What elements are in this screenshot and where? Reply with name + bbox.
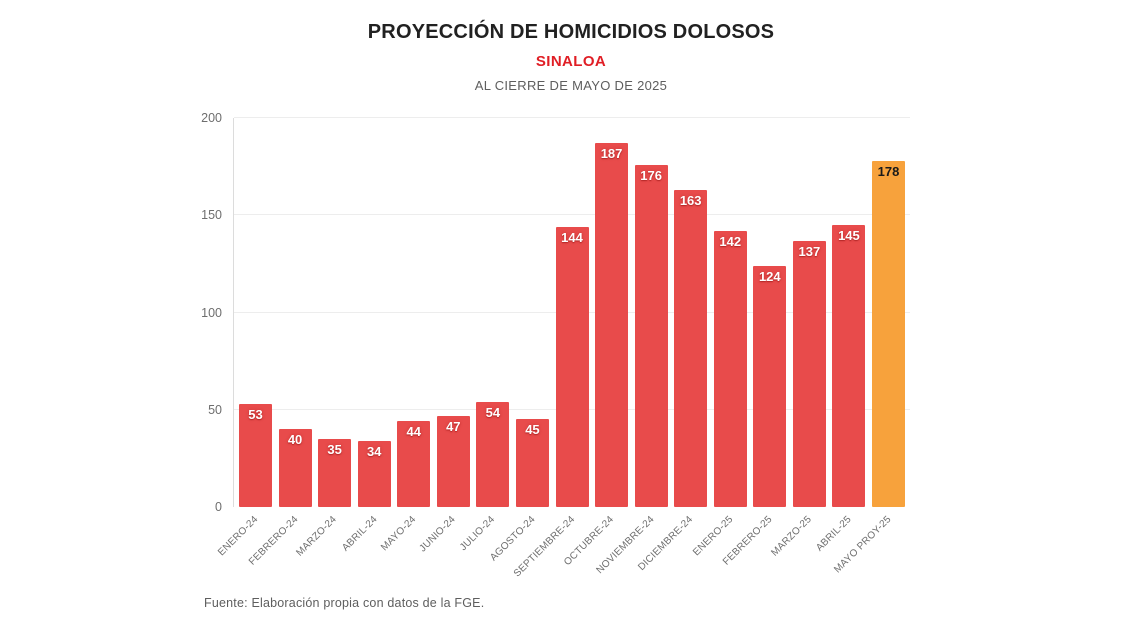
y-tick-label-150: 150	[201, 208, 222, 223]
x-tick-label-noviembre-24: NOVIEMBRE-24	[594, 514, 657, 577]
bar-septiembre-24: 144	[555, 226, 589, 507]
x-tick-label-febrero-25: FEBRERO-25	[720, 514, 775, 568]
bar-value-label: 47	[446, 418, 461, 434]
source-note: Fuente: Elaboración propia con datos de …	[204, 596, 485, 610]
bar-value-label: 44	[406, 424, 421, 440]
x-tick-label-enero-25: ENERO-25	[690, 514, 736, 559]
bar-abril-25: 145	[832, 224, 866, 507]
x-tick-label-diciembre-24: DICIEMBRE-24	[636, 514, 696, 573]
bar-value-label: 124	[758, 268, 781, 284]
bar-febrero-25: 124	[753, 265, 787, 507]
x-tick-label-abril-24: ABRIL-24	[339, 514, 380, 554]
x-tick-label-agosto-24: AGOSTO-24	[487, 514, 538, 564]
bar-value-label: 178	[877, 163, 900, 179]
y-axis: 0 50 100 150 200	[150, 111, 222, 514]
bar-value-label: 145	[838, 227, 860, 243]
bar-marzo-24: 35	[318, 438, 352, 507]
bar-junio-24: 47	[436, 415, 470, 507]
bar-value-label: 137	[798, 243, 821, 259]
x-tick-label-julio-24: JULIO-24	[458, 514, 498, 554]
x-tick-label-octubre-24: OCTUBRE-24	[562, 514, 617, 568]
x-tick-label-mayo-24: MAYO-24	[378, 514, 419, 554]
y-tick-label-200: 200	[201, 111, 222, 125]
bar-octubre-24: 187	[595, 143, 629, 507]
y-tick-label-0: 0	[215, 500, 222, 514]
x-tick-label-abril-25: ABRIL-25	[813, 514, 854, 554]
bars-container: 53 40 35 34 44 47 54 45 144 187 176 163 142 124 137 145…	[234, 118, 910, 507]
chart-title: PROYECCIÓN DE HOMICIDIOS DOLOSOS	[367, 21, 775, 43]
bar-value-label: 144	[561, 229, 583, 245]
gridline-200	[234, 117, 910, 118]
bar-julio-24: 54	[476, 401, 510, 507]
x-tick-label-septiembre-24: SEPTIEMBRE-24	[511, 514, 578, 580]
chart-subtitle: SINALOA	[535, 53, 607, 70]
x-tick-label-enero-24: ENERO-24	[215, 514, 261, 559]
bar-value-label: 40	[287, 432, 303, 448]
y-tick-label-100: 100	[201, 305, 222, 320]
x-tick-label-mayo-proy-25: MAYO PROY-25	[831, 514, 894, 576]
gridline-150	[234, 214, 910, 216]
x-tick-label-junio-24: JUNIO-24	[417, 514, 459, 555]
chart-header: PROYECCIÓN DE HOMICIDIOS DOLOSOS SINALOA…	[233, 0, 909, 93]
bar-value-label: 142	[719, 233, 742, 249]
bar-diciembre-24: 163	[674, 189, 708, 507]
bar-value-label: 176	[640, 167, 662, 183]
bar-mayo-proy-25: 178	[872, 160, 905, 507]
bar-value-label: 45	[525, 422, 540, 438]
plot-area: 53 40 35 34 44 47 54 45 144 187 176 163 142 124 137 145…	[233, 117, 910, 507]
x-tick-label-marzo-24: MARZO-24	[294, 514, 340, 559]
chart-period: AL CIERRE DE MAYO DE 2025	[474, 78, 668, 93]
bar-agosto-24: 45	[515, 419, 549, 507]
bar-enero-25: 142	[713, 230, 747, 507]
bar-value-label: 187	[600, 146, 623, 162]
bar-marzo-25: 137	[792, 240, 826, 507]
bar-febrero-24: 40	[278, 429, 312, 507]
bar-value-label: 53	[248, 406, 263, 422]
x-tick-label-febrero-24: FEBRERO-24	[246, 514, 301, 568]
bar-mayo-24: 44	[397, 421, 431, 507]
bar-enero-24: 53	[239, 403, 272, 507]
x-tick-label-marzo-25: MARZO-25	[769, 514, 815, 559]
bar-abril-24: 34	[357, 440, 391, 507]
bar-value-label: 163	[679, 192, 702, 208]
bar-value-label: 34	[366, 443, 382, 459]
bar-noviembre-24: 176	[634, 164, 668, 507]
bar-value-label: 35	[327, 441, 342, 457]
y-tick-label-50: 50	[208, 402, 222, 417]
bar-value-label: 54	[485, 404, 501, 420]
